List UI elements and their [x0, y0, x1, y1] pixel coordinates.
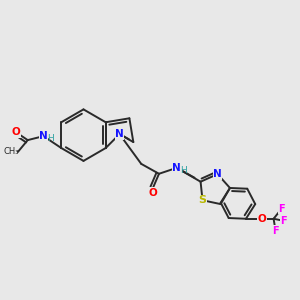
- Text: O: O: [149, 188, 158, 198]
- Text: N: N: [115, 129, 124, 139]
- Text: F: F: [278, 204, 285, 214]
- Text: F: F: [280, 216, 287, 226]
- Text: O: O: [257, 214, 266, 224]
- Text: O: O: [11, 127, 20, 137]
- Text: N: N: [172, 163, 181, 173]
- Text: H: H: [180, 166, 187, 175]
- Text: N: N: [213, 169, 222, 179]
- Text: N: N: [39, 131, 48, 141]
- Text: S: S: [199, 195, 206, 205]
- Text: CH₃: CH₃: [3, 148, 19, 157]
- Text: H: H: [47, 134, 54, 142]
- Text: F: F: [272, 226, 279, 236]
